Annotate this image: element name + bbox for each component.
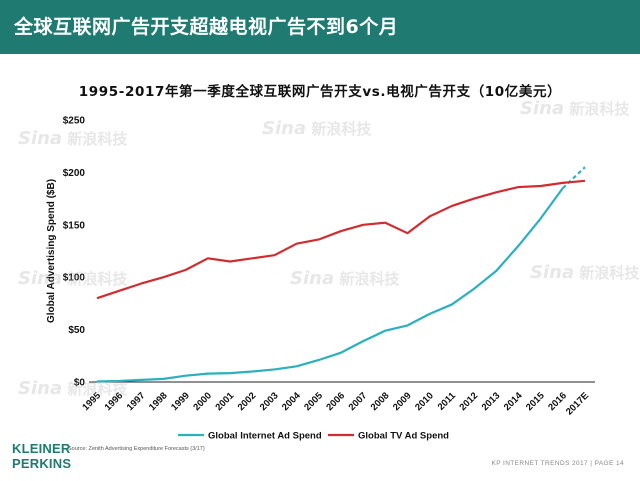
sina-watermark: Sina 新浪科技 <box>530 262 640 283</box>
x-tick-label: 2005 <box>302 390 325 413</box>
x-tick-label: 2001 <box>213 390 236 413</box>
x-tick-label: 2007 <box>347 390 370 413</box>
x-tick-label: 2010 <box>413 390 436 413</box>
x-tick-label: 2004 <box>280 390 303 413</box>
series-line <box>96 187 564 383</box>
y-tick-label: $150 <box>63 220 86 231</box>
x-tick-label: 2014 <box>502 390 525 413</box>
x-tick-label: 2012 <box>457 390 480 413</box>
x-tick-label: 1998 <box>147 390 170 413</box>
sina-watermark: Sina 新浪科技 <box>290 268 400 289</box>
source-note: Source: Zenith Advertising Expenditure F… <box>68 446 205 452</box>
sina-watermark: Sina 新浪科技 <box>18 268 128 289</box>
x-tick-label: 2009 <box>391 390 414 413</box>
x-tick-label: 2000 <box>191 390 214 413</box>
chart-title: 1995-2017年第一季度全球互联网广告开支vs.电视广告开支（10亿美元） <box>78 84 562 100</box>
legend-label: Global Internet Ad Spend <box>208 431 322 442</box>
y-tick-label: $200 <box>63 168 86 179</box>
x-tick-label: 1997 <box>125 390 148 413</box>
x-tick-label: 2017E <box>564 390 591 417</box>
sina-watermark: Sina 新浪科技 <box>262 118 372 139</box>
x-tick-label: 2015 <box>524 390 547 413</box>
legend-label: Global TV Ad Spend <box>358 431 449 442</box>
sina-watermark: Sina 新浪科技 <box>18 378 128 399</box>
x-tick-label: 2013 <box>480 390 503 413</box>
x-tick-label: 2006 <box>324 390 347 413</box>
sina-watermark: Sina 新浪科技 <box>520 98 630 119</box>
y-axis-label: Global Advertising Spend ($B) <box>46 179 57 323</box>
x-tick-label: 2011 <box>436 390 459 413</box>
page-footer: KP INTERNET TRENDS 2017 | PAGE 14 <box>491 460 624 467</box>
slide-title: 全球互联网广告开支超越电视广告不到6个月 <box>14 16 399 38</box>
y-tick-label: $50 <box>68 325 85 336</box>
x-tick-label: 2008 <box>369 390 392 413</box>
series-line-projected <box>562 166 586 189</box>
y-tick-label: $100 <box>63 273 86 284</box>
logo-line-1: KLEINER <box>12 441 71 456</box>
sina-watermark: Sina 新浪科技 <box>18 128 128 149</box>
title-banner: 全球互联网广告开支超越电视广告不到6个月 <box>0 0 640 54</box>
kleiner-perkins-logo: KLEINER PERKINS <box>12 441 71 471</box>
logo-line-2: PERKINS <box>12 456 72 471</box>
x-tick-label: 2002 <box>236 390 259 413</box>
y-tick-label: $250 <box>63 116 86 127</box>
y-tick-label: $0 <box>74 378 86 389</box>
x-tick-label: 1999 <box>169 390 192 413</box>
x-tick-label: 2003 <box>258 390 281 413</box>
series-line <box>96 179 586 300</box>
